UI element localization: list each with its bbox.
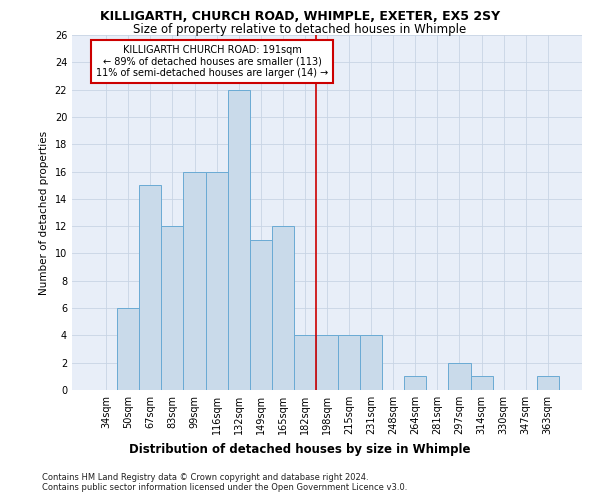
Bar [316,336,338,390]
Bar [139,185,161,390]
Bar [227,90,250,390]
Text: Distribution of detached houses by size in Whimple: Distribution of detached houses by size … [129,442,471,456]
Bar [184,172,206,390]
Bar [338,336,360,390]
Bar [117,308,139,390]
Bar [161,226,184,390]
Bar [206,172,227,390]
Y-axis label: Number of detached properties: Number of detached properties [39,130,49,294]
Bar [537,376,559,390]
Text: Contains public sector information licensed under the Open Government Licence v3: Contains public sector information licen… [42,484,407,492]
Bar [404,376,427,390]
Bar [470,376,493,390]
Bar [250,240,272,390]
Bar [448,362,470,390]
Bar [294,336,316,390]
Text: Contains HM Land Registry data © Crown copyright and database right 2024.: Contains HM Land Registry data © Crown c… [42,472,368,482]
Text: KILLIGARTH, CHURCH ROAD, WHIMPLE, EXETER, EX5 2SY: KILLIGARTH, CHURCH ROAD, WHIMPLE, EXETER… [100,10,500,23]
Text: Size of property relative to detached houses in Whimple: Size of property relative to detached ho… [133,22,467,36]
Text: KILLIGARTH CHURCH ROAD: 191sqm
← 89% of detached houses are smaller (113)
11% of: KILLIGARTH CHURCH ROAD: 191sqm ← 89% of … [96,44,328,78]
Bar [360,336,382,390]
Bar [272,226,294,390]
